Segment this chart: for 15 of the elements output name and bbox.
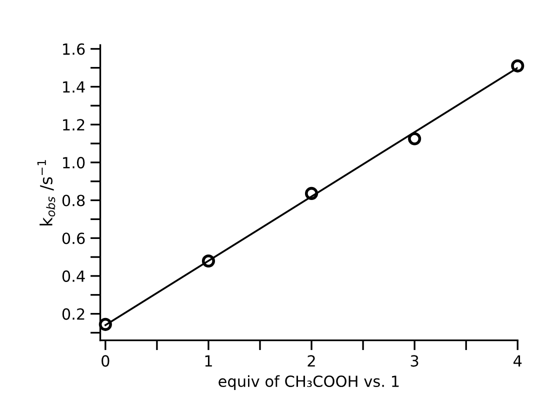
- y-tick-label: 1.6: [63, 43, 85, 55]
- y-tick-label: 1.0: [63, 156, 85, 168]
- y-tick-label: 0.2: [62, 308, 84, 320]
- x-tick-label: 1: [205, 355, 212, 366]
- x-axis-title: equiv of CH₃COOH vs. 1: [218, 375, 399, 390]
- x-tick-label: 2: [308, 355, 315, 366]
- y-tick-label: 1.2: [63, 119, 84, 130]
- x-tick-label: 3: [410, 355, 418, 367]
- y-axis-title: k$_{obs}$ /s$^{−1}$: [37, 160, 56, 226]
- y-tick-label: 0.4: [62, 270, 85, 282]
- y-tick-label: 0.8: [62, 194, 85, 206]
- y-tick-label: 1.4: [63, 81, 85, 93]
- x-tick-label: 4: [513, 355, 522, 366]
- x-tick-label: 0: [102, 355, 110, 367]
- y-tick-label: 0.6: [62, 232, 85, 244]
